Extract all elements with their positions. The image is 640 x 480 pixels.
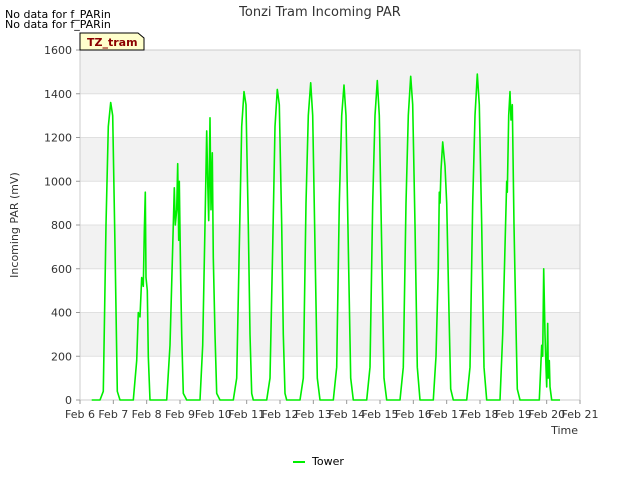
x-tick-label: Feb 6 <box>65 408 95 421</box>
x-tick-label: Feb 18 <box>462 408 499 421</box>
site-label-shape <box>79 32 145 51</box>
x-tick-label: Feb 20 <box>528 408 565 421</box>
plot-band <box>80 137 580 182</box>
x-tick-label: Feb 9 <box>165 408 195 421</box>
plot-band <box>80 93 580 138</box>
y-tick-label: 1200 <box>44 132 72 145</box>
site-label-box: TZ_tram <box>79 32 145 51</box>
y-axis-label: Incoming PAR (mV) <box>8 172 21 278</box>
series-line-tower <box>91 73 560 401</box>
y-tick-label: 800 <box>51 219 72 232</box>
y-tick-label: 200 <box>51 350 72 363</box>
plot-band <box>80 356 580 400</box>
plot-band <box>80 312 580 357</box>
y-axis-ticks: 0 200 400 600 800 1000 1200 1400 1600 <box>44 44 80 407</box>
grid-lines <box>80 49 580 401</box>
site-label-text: TZ_tram <box>87 36 138 49</box>
x-tick-label: Feb 15 <box>362 408 399 421</box>
plot-bands <box>80 50 580 400</box>
x-tick-label: Feb 12 <box>262 408 299 421</box>
x-tick-label: Feb 8 <box>132 408 162 421</box>
series-lines <box>91 73 560 401</box>
x-tick-label: Feb 19 <box>495 408 532 421</box>
x-tick-label: Feb 11 <box>228 408 265 421</box>
legend: Tower <box>293 455 344 468</box>
plot-band <box>80 181 580 225</box>
x-tick-label: Feb 10 <box>195 408 232 421</box>
y-tick-label: 1400 <box>44 88 72 101</box>
x-tick-label: Feb 17 <box>428 408 465 421</box>
legend-label-tower: Tower <box>311 455 344 468</box>
x-tick-label: Feb 16 <box>395 408 432 421</box>
x-tick-label: Feb 14 <box>328 408 365 421</box>
x-tick-label: Feb 13 <box>295 408 332 421</box>
y-tick-label: 1000 <box>44 175 72 188</box>
no-data-note-1: No data for f_PARin <box>5 8 111 21</box>
x-axis-label: Time <box>550 424 578 437</box>
plot-band <box>80 50 580 94</box>
y-tick-label: 1600 <box>44 44 72 57</box>
plot-band <box>80 268 580 313</box>
no-data-note-2: No data for f_PARin <box>5 18 111 31</box>
chart-title: Tonzi Tram Incoming PAR <box>238 5 401 20</box>
plot-band <box>80 225 580 269</box>
x-tick-label: Feb 21 <box>562 408 599 421</box>
y-tick-label: 400 <box>51 307 72 320</box>
y-tick-label: 0 <box>65 394 72 407</box>
x-tick-label: Feb 7 <box>98 408 128 421</box>
y-tick-label: 600 <box>51 263 72 276</box>
